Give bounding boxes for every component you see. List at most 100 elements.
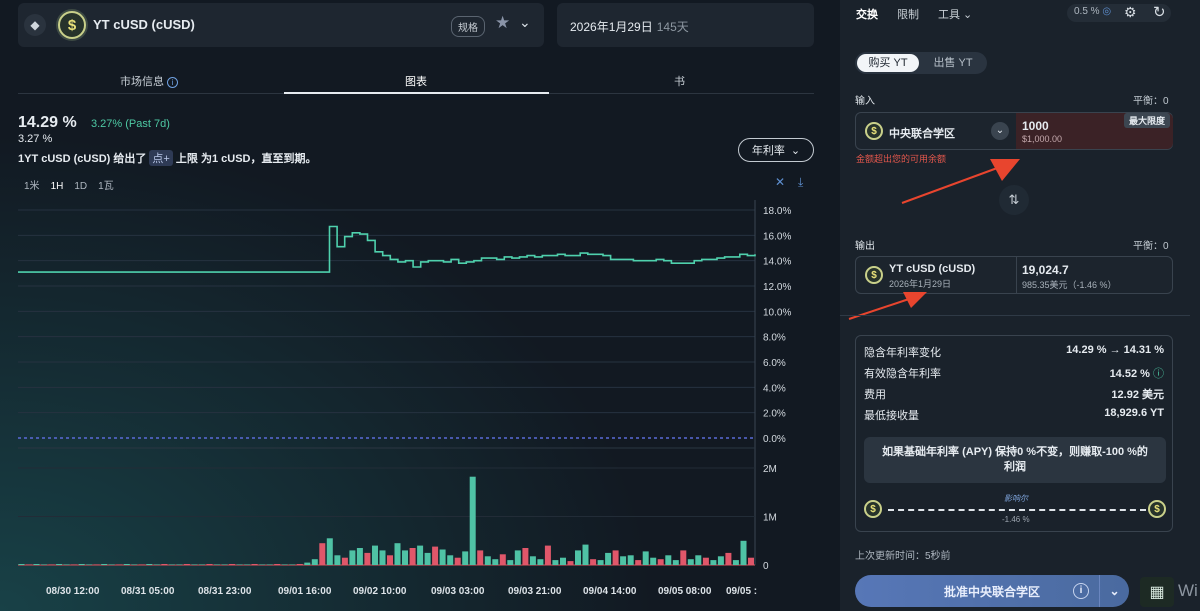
volume-bar <box>642 551 649 565</box>
volume-bar <box>499 554 506 565</box>
apy-secondary: 3.27 % <box>18 133 53 145</box>
info-icon: i <box>167 77 179 88</box>
volume-bar <box>439 549 446 565</box>
volume-bar <box>161 564 168 565</box>
impact-label: 影响尔 <box>1004 494 1028 503</box>
volume-bar <box>379 550 386 565</box>
swap-direction-button[interactable]: ⇅ <box>999 185 1029 215</box>
nav-limit[interactable]: 限制 <box>897 9 919 21</box>
volume-bar <box>18 564 25 565</box>
volume-bar <box>740 540 747 566</box>
gear-icon[interactable]: ⚙ <box>1124 4 1137 20</box>
favorite-star-icon[interactable]: ★ <box>495 13 511 32</box>
dollar-coin-icon: $ <box>58 11 86 39</box>
chevron-down-icon: ⌄ <box>790 144 801 157</box>
buy-yt-tab[interactable]: 购买 YT <box>857 54 919 72</box>
timeframe-1d[interactable]: 1D <box>74 181 88 192</box>
volume-bar <box>680 550 687 565</box>
volume-bar <box>484 556 491 565</box>
volume-bar <box>229 564 236 565</box>
volume-bar <box>725 552 732 565</box>
volume-bar <box>529 556 536 565</box>
volume-bar <box>191 564 198 565</box>
volume-bar <box>244 564 251 565</box>
tab-chart[interactable]: 图表 <box>405 76 427 88</box>
volume-bar <box>567 561 574 565</box>
volume-bar <box>575 550 581 565</box>
tab-market-info[interactable]: 市场信息 i <box>120 73 179 89</box>
volume-bar <box>537 559 544 565</box>
token-chevron-icon[interactable]: ⌄ <box>991 122 1009 140</box>
volume-bar <box>349 550 356 565</box>
detail-row: 隐含年利率变化 14.29 % → 14.31 % <box>864 344 1164 359</box>
refresh-settings-icon: ◎ <box>1102 6 1112 17</box>
volume-bar <box>507 560 514 565</box>
tab-book[interactable]: 书 <box>674 76 685 88</box>
volume-bar <box>341 557 348 565</box>
volume-bar <box>424 552 431 565</box>
sell-yt-tab[interactable]: 出售 YT <box>933 57 973 69</box>
nav-swap[interactable]: 交换 <box>856 9 878 21</box>
nav-tools[interactable]: 工具 ⌄ <box>938 9 973 21</box>
volume-bar <box>469 476 476 565</box>
zero-apy-warning: 如果基础年利率 (APY) 保持0 %不变，则赚取-100 %的利润 <box>864 437 1166 483</box>
x-tick-label: 09/02 10:00 <box>353 586 407 597</box>
volume-bar <box>544 545 551 565</box>
chevron-down-icon[interactable]: ⌄ <box>1099 575 1129 607</box>
x-tick-label: 08/30 12:00 <box>46 586 100 597</box>
chevron-down-icon[interactable]: ⌄ <box>519 14 531 30</box>
volume-bar <box>108 564 115 565</box>
info-icon[interactable]: i <box>1073 583 1089 599</box>
dollar-coin-icon: $ <box>865 266 883 284</box>
max-button[interactable]: 最大限度 <box>1123 113 1170 128</box>
volume-bar <box>56 564 63 565</box>
volume-bar <box>221 564 228 565</box>
volume-bar <box>153 564 160 565</box>
asset-name: YT cUSD (cUSD) <box>93 17 195 32</box>
points-pill[interactable]: 点+ <box>149 150 173 166</box>
input-token-name[interactable]: 中央联合学区 <box>889 128 955 140</box>
last-updated: 上次更新时间：5秒前 <box>855 551 951 562</box>
calculator-overlay-icon[interactable]: ▦ <box>1140 577 1174 607</box>
dollar-coin-icon: $ <box>1148 500 1166 518</box>
x-tick-label: 08/31 05:00 <box>121 586 175 597</box>
maturity-selector[interactable]: 2026年1月29日 145天 <box>557 3 814 47</box>
volume-bar <box>259 564 266 565</box>
input-usd: $1,000.00 <box>1022 134 1063 144</box>
timeframe-1m[interactable]: 1米 <box>24 181 40 192</box>
volume-bar <box>635 560 642 565</box>
volume-bar <box>748 557 754 565</box>
impact-value: -1.46 % <box>1002 515 1030 524</box>
dollar-coin-icon: $ <box>865 122 883 140</box>
info-icon[interactable]: ⓘ <box>1153 368 1164 380</box>
tools-icon[interactable]: ✕ <box>775 175 786 189</box>
spec-badge[interactable]: 规格 <box>451 16 485 37</box>
volume-bar <box>364 552 371 565</box>
asset-selector[interactable]: ◆ $ YT cUSD (cUSD) 规格 ★ ⌄ <box>18 3 544 47</box>
volume-bar <box>387 555 393 565</box>
download-icon[interactable]: ⤓ <box>798 175 804 189</box>
volume-bar <box>717 556 724 565</box>
volume-bar <box>304 562 311 565</box>
input-box: $ 中央联合学区 ⌄ 1000 $1,000.00 最大限度 <box>855 112 1173 150</box>
volume-bar <box>492 559 499 565</box>
apy-volume-chart: 18.0% 16.0% 14.0% 12.0% 10.0% 8.0% 6.0% 4.0% 2.0… <box>18 200 791 597</box>
timeframe-1h[interactable]: 1H <box>50 181 64 192</box>
approve-button[interactable]: 批准中央联合学区 i ⌄ <box>855 575 1129 607</box>
volume-bar <box>447 555 454 565</box>
output-balance: 平衡：0 <box>1133 241 1169 252</box>
volume-bar <box>206 564 213 565</box>
output-amount: 19,024.7 <box>1022 263 1069 277</box>
refresh-icon[interactable]: ↻ <box>1153 4 1166 21</box>
volume-bar <box>552 560 559 565</box>
volume-bar <box>409 548 416 565</box>
input-amount[interactable]: 1000 <box>1022 119 1049 133</box>
volume-bar <box>334 555 341 565</box>
volume-bar <box>41 564 48 565</box>
slippage-setting[interactable]: 0.5 % ◎ <box>1067 4 1171 22</box>
timeframe-1w[interactable]: 1瓦 <box>98 181 114 192</box>
metric-dropdown[interactable]: 年利率 ⌄ <box>738 138 814 162</box>
ethereum-icon: ◆ <box>24 14 46 36</box>
tab-bar: 市场信息 i 图表 书 <box>18 68 814 94</box>
volume-tick-label: 1M <box>763 513 777 524</box>
